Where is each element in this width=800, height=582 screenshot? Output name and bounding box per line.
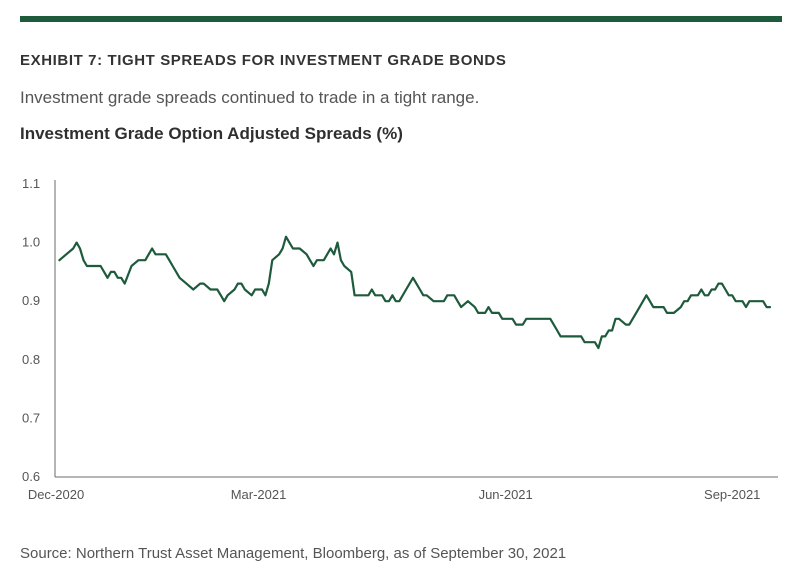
x-tick-label: Sep-2021 [704,487,760,502]
x-tick-label: Mar-2021 [231,487,287,502]
spreads-line-chart: 1.1 1.0 0.9 0.8 0.7 0.6 Dec-2020 Mar-2021 Jun-2… [22,176,778,502]
y-axis: 1.1 1.0 0.9 0.8 0.7 0.6 [22,176,56,484]
series-layer [58,235,772,350]
chart-title: Investment Grade Option Adjusted Spreads… [20,124,403,143]
x-tick-label: Jun-2021 [479,487,533,502]
series-line [58,235,772,350]
exhibit-title: EXHIBIT 7: TIGHT SPREADS FOR INVESTMENT … [20,52,507,69]
y-tick-label: 0.7 [22,410,40,425]
y-tick-label: 0.6 [22,469,40,484]
exhibit-subtitle: Investment grade spreads continued to tr… [20,88,480,107]
top-accent-rule [20,16,782,22]
y-tick-label: 0.9 [22,293,40,308]
x-axis: Dec-2020 Mar-2021 Jun-2021 Sep-2021 [28,476,778,502]
y-tick-label: 1.1 [22,176,40,191]
x-tick-label: Dec-2020 [28,487,84,502]
y-tick-label: 0.8 [22,352,40,367]
source-note: Source: Northern Trust Asset Management,… [20,545,567,562]
y-tick-label: 1.0 [22,235,40,250]
